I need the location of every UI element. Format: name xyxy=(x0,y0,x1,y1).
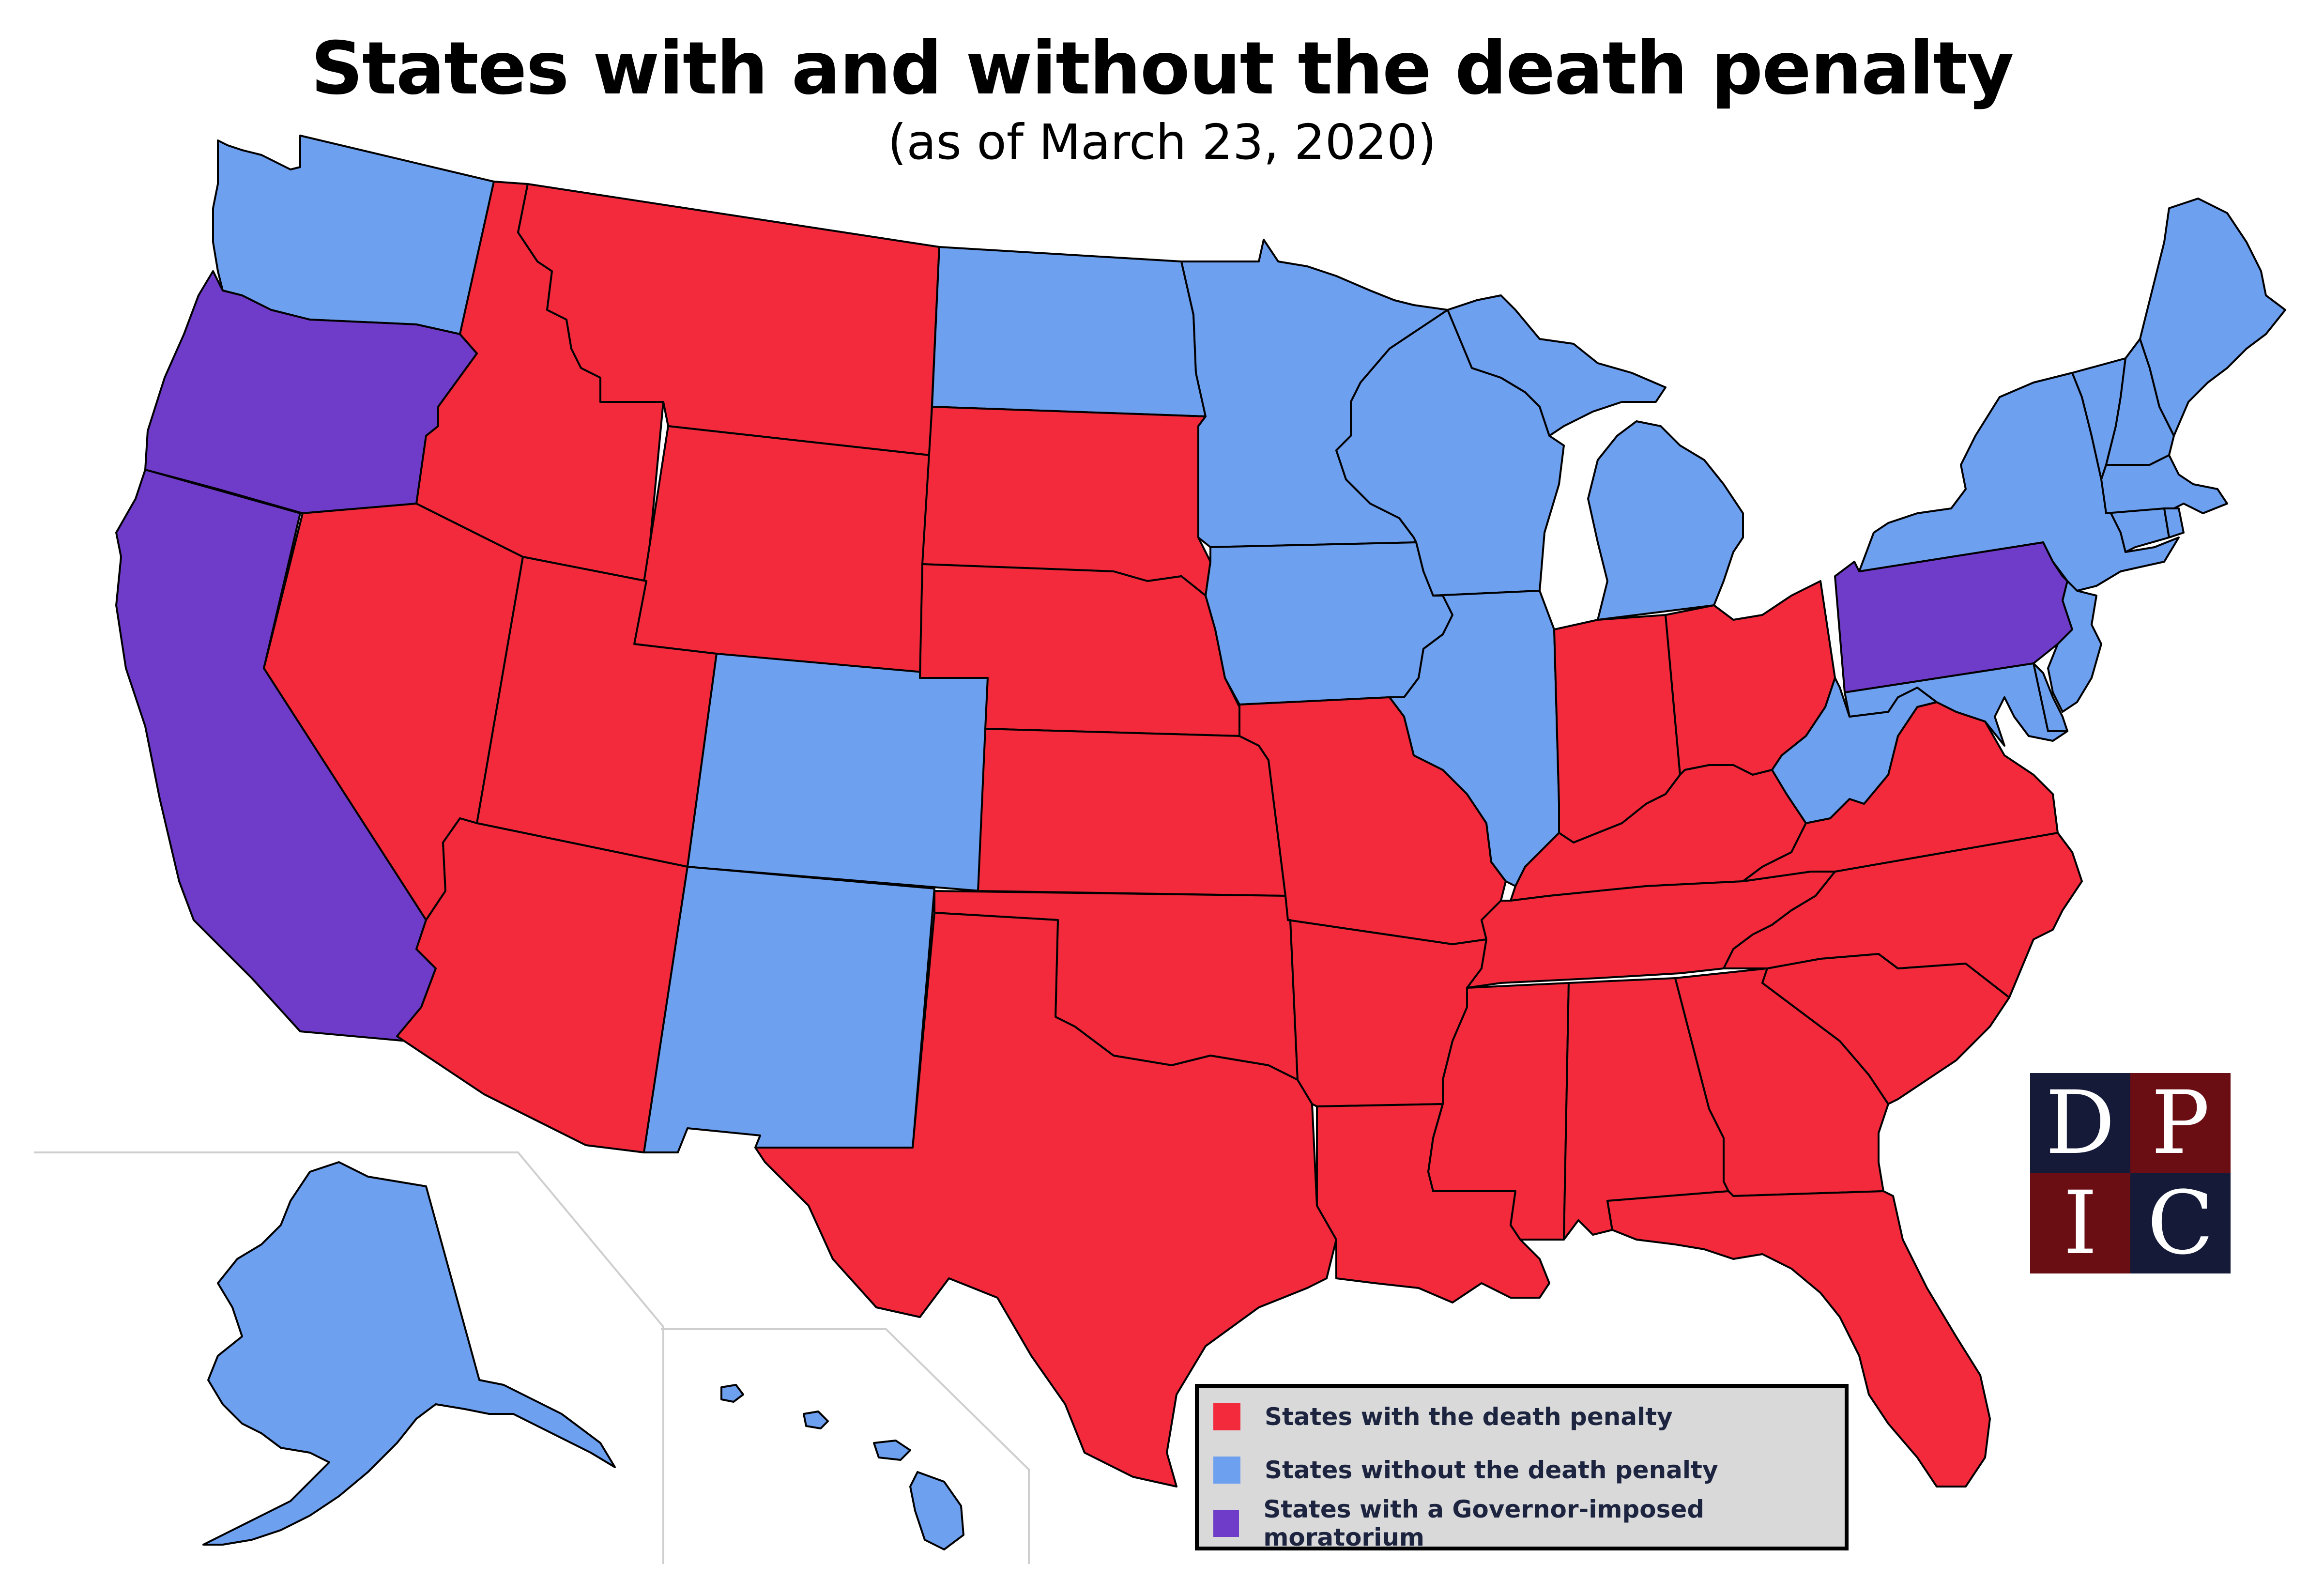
hawaii-oahu xyxy=(803,1411,829,1429)
state-texas[interactable] xyxy=(754,912,1337,1488)
state-iowa[interactable] xyxy=(1205,541,1453,705)
legend-swatch-moratorium xyxy=(1213,1510,1239,1537)
inset-boundaries xyxy=(34,1151,1030,1564)
hawaii-inset-line xyxy=(661,1328,1030,1564)
state-new-jersey[interactable] xyxy=(2047,561,2102,713)
state-new-mexico[interactable] xyxy=(643,866,935,1153)
state-north-carolina[interactable] xyxy=(1723,832,2083,998)
alaska-inset-line xyxy=(34,1151,664,1564)
legend-swatch-with xyxy=(1213,1403,1240,1430)
legend: States with the death penalty States wit… xyxy=(1195,1384,1849,1551)
state-colorado[interactable] xyxy=(687,653,989,892)
hawaii-maui xyxy=(873,1440,911,1461)
logo-letter-d: D xyxy=(2030,1073,2130,1174)
state-maine[interactable] xyxy=(2139,198,2286,437)
legend-item-with: States with the death penalty xyxy=(1213,1400,1673,1434)
hawaii-big-island xyxy=(909,1471,964,1550)
legend-label-moratorium: States with a Governor-imposed moratoriu… xyxy=(1263,1495,1705,1551)
state-michigan[interactable] xyxy=(1587,420,1744,621)
state-rhode-island[interactable] xyxy=(2163,507,2185,538)
legend-label-with: States with the death penalty xyxy=(1265,1403,1673,1431)
dpic-logo: D P I C xyxy=(2030,1073,2231,1274)
legend-label-without: States without the death penalty xyxy=(1265,1456,1718,1484)
state-florida[interactable] xyxy=(1606,1190,1991,1488)
map-title: States with and without the death penalt… xyxy=(311,27,2014,111)
state-maryland[interactable] xyxy=(1844,662,2068,747)
legend-swatch-without xyxy=(1213,1457,1240,1484)
states-group xyxy=(115,135,2286,1550)
state-mississippi[interactable] xyxy=(1427,982,1570,1241)
state-alaska[interactable] xyxy=(202,1161,616,1546)
state-wyoming[interactable] xyxy=(633,425,931,679)
state-massachusetts[interactable] xyxy=(2100,454,2228,514)
logo-letter-i: I xyxy=(2030,1173,2130,1274)
legend-item-moratorium: States with a Governor-imposed moratoriu… xyxy=(1213,1495,1845,1551)
map-subtitle: (as of March 23, 2020) xyxy=(887,114,1437,170)
logo-letter-p: P xyxy=(2130,1073,2231,1174)
state-hawaii[interactable] xyxy=(720,1384,964,1550)
state-michigan-upper[interactable] xyxy=(1447,294,1667,437)
hawaii-kauai xyxy=(720,1384,744,1403)
state-north-dakota[interactable] xyxy=(931,246,1207,417)
logo-letter-c: C xyxy=(2130,1173,2231,1274)
state-arizona[interactable] xyxy=(396,817,688,1153)
legend-item-without: States without the death penalty xyxy=(1213,1453,1718,1487)
state-kansas[interactable] xyxy=(977,728,1286,897)
